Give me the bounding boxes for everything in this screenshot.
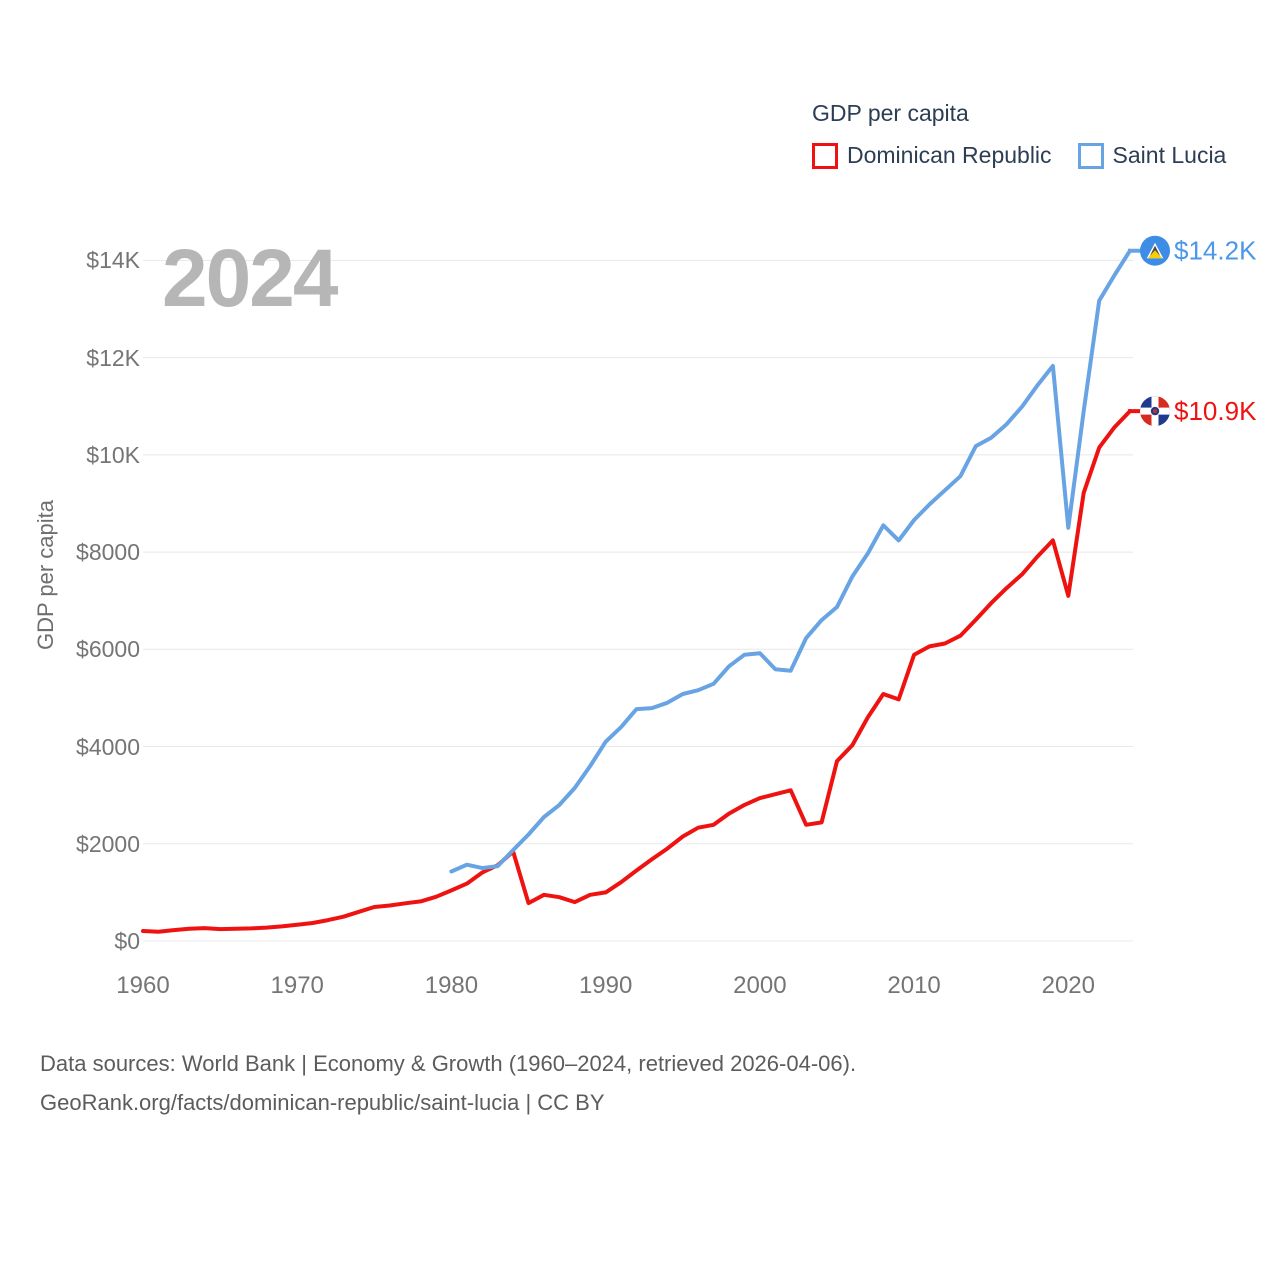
footer-attribution-line: GeoRank.org/facts/dominican-republic/sai… — [40, 1090, 605, 1115]
x-axis-tick-label: 2000 — [733, 972, 787, 999]
x-axis-tick-label: 1980 — [424, 972, 479, 999]
x-axis-tick-label: 1960 — [116, 972, 170, 999]
y-axis-tick-label: $12K — [86, 344, 140, 371]
x-axis-tick-label: 1990 — [578, 972, 633, 999]
y-axis-tick-label: $6000 — [76, 636, 140, 663]
dominican-republic-flag-icon — [1140, 396, 1170, 427]
y-axis-tick-label: $8000 — [76, 539, 140, 566]
legend-swatch-saint-lucia-icon — [1077, 142, 1104, 169]
series-line-saint-lucia — [449, 248, 1132, 874]
end-value-label-dominican-republic: $10.9K — [1174, 396, 1257, 426]
x-axis-tick-label: 2010 — [887, 972, 941, 999]
y-axis-tick-label: $4000 — [76, 733, 140, 760]
end-value-label-saint-lucia: $14.2K — [1174, 236, 1257, 266]
watermark-year: 2024 — [162, 233, 339, 324]
series-line-dominican-republic — [141, 409, 1132, 934]
y-axis-tick-label: $10K — [86, 441, 140, 468]
y-axis-tick-label: $2000 — [76, 830, 140, 857]
legend-label-saint-lucia: Saint Lucia — [1112, 142, 1227, 168]
legend-item-dominican-republic[interactable]: Dominican Republic — [812, 142, 1052, 169]
data-source-footer: Data sources: World Bank | Economy & Gro… — [40, 1044, 856, 1122]
y-axis-tick-label: $14K — [86, 247, 140, 274]
y-axis-tick-label: $0 — [114, 928, 140, 954]
x-axis-tick-label: 1970 — [270, 972, 324, 999]
legend-swatch-dominican-republic-icon — [812, 142, 838, 169]
footer-sources-line: Data sources: World Bank | Economy & Gro… — [40, 1051, 857, 1076]
saint-lucia-flag-icon — [1140, 235, 1170, 266]
y-axis-title: GDP per capita — [33, 499, 58, 651]
chart-title: GDP per capita — [812, 100, 969, 126]
legend-item-saint-lucia[interactable]: Saint Lucia — [1077, 142, 1227, 169]
legend-items: Dominican Republic Saint Lucia — [812, 142, 1226, 169]
legend-label-dominican-republic: Dominican Republic — [847, 142, 1052, 168]
legend: GDP per capita Dominican Republic Saint … — [812, 100, 1226, 169]
x-axis-tick-label: 2020 — [1041, 972, 1095, 999]
